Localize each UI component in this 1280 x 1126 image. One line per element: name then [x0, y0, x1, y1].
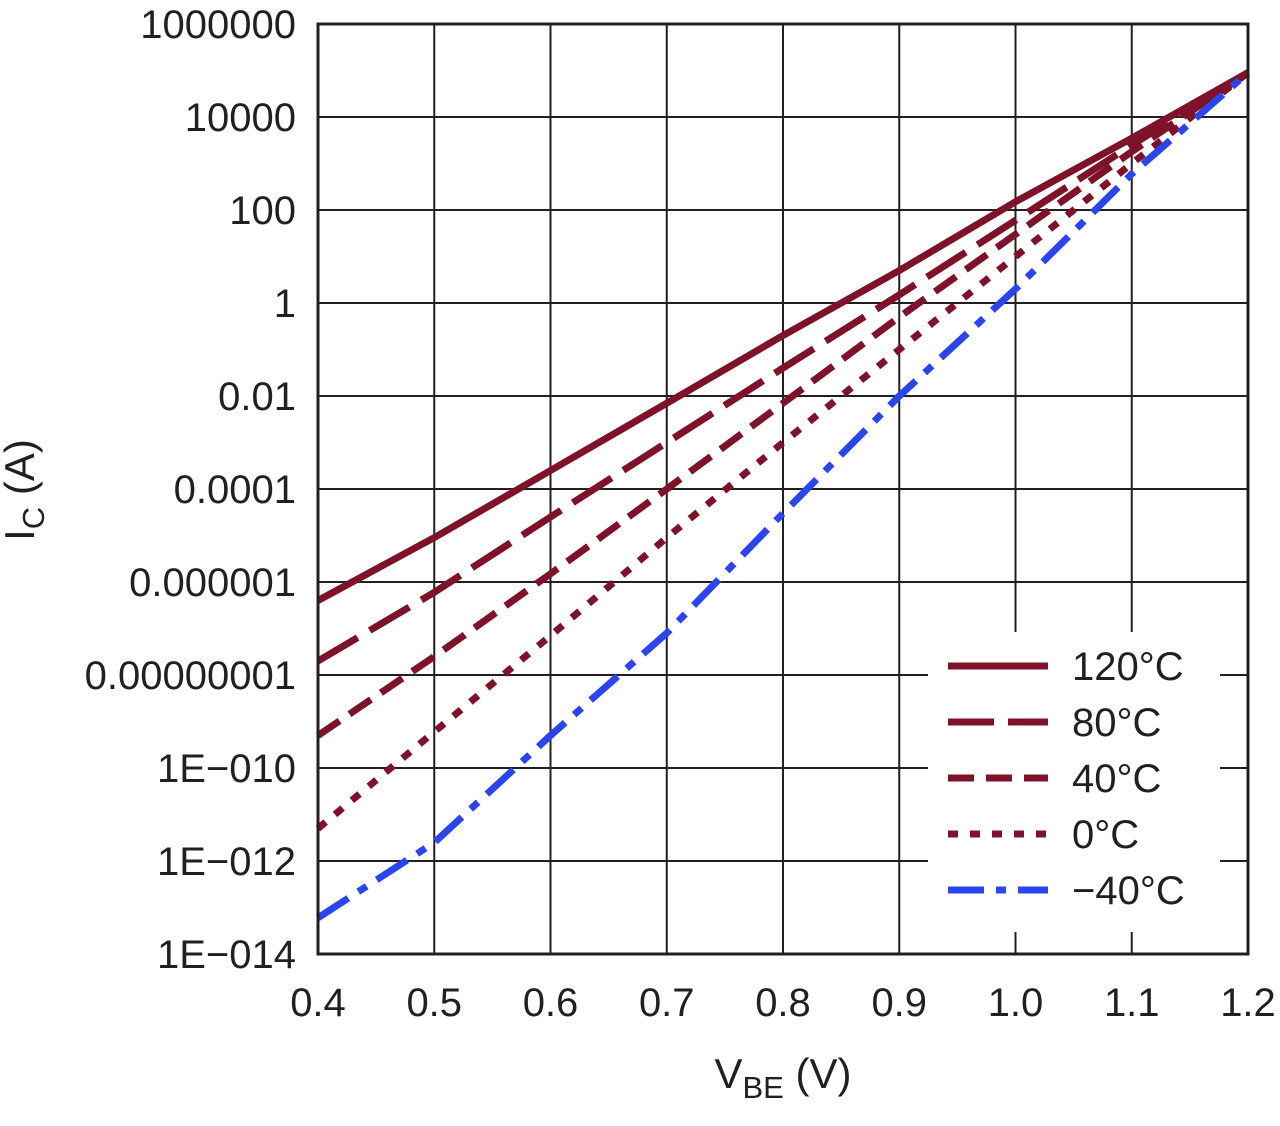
x-tick-label: 1.1: [1104, 981, 1160, 1025]
plot-frame: [316, 22, 1250, 956]
y-tick-label: 0.00000001: [85, 654, 296, 698]
y-axis-title-sub: C: [16, 507, 51, 529]
x-tick-label: 0.8: [755, 981, 811, 1025]
series-line-3: [315, 69, 1251, 832]
y-tick-label: 0.0001: [174, 468, 296, 512]
grid: [317, 23, 1249, 955]
y-tick-label: 0.01: [218, 375, 296, 419]
y-tick-label: 1E−014: [157, 933, 296, 977]
x-tick-label: 0.4: [290, 981, 346, 1025]
x-tick-label: 1.2: [1220, 981, 1276, 1025]
legend-label-3: 0°C: [1072, 813, 1139, 857]
y-axis-title-main: I: [0, 529, 43, 541]
x-tick-label: 0.5: [406, 981, 462, 1025]
y-tick-label: 0.000001: [129, 561, 296, 605]
x-tick-label: 0.9: [871, 981, 927, 1025]
legend-label-2: 40°C: [1072, 757, 1161, 801]
x-tick-label: 0.6: [523, 981, 579, 1025]
legend-label-4: −40°C: [1072, 869, 1185, 913]
x-tick-label: 1.0: [988, 981, 1044, 1025]
legend-label-1: 80°C: [1072, 701, 1161, 745]
legend-label-0: 120°C: [1072, 645, 1184, 689]
plot-series: [315, 69, 1251, 921]
x-tick-label: 0.7: [639, 981, 695, 1025]
legend: 120°C 80°C 40°C 0°C −40°C: [928, 632, 1220, 932]
y-tick-label: 100: [229, 189, 296, 233]
x-axis-title-unit: (V): [784, 1050, 852, 1097]
y-tick-label: 1E−010: [157, 747, 296, 791]
series-line-1: [316, 69, 1250, 665]
x-axis-title-sub: BE: [743, 1070, 784, 1105]
y-tick-label: 1: [274, 282, 296, 326]
y-axis-title: IC (A): [0, 439, 51, 541]
y-tick-label: 1000000: [140, 3, 296, 47]
x-tick-labels: 0.4 0.5 0.6 0.7 0.8 0.9 1.0 1.1 1.2: [290, 981, 1276, 1025]
x-axis-title-main: V: [714, 1050, 742, 1097]
y-tick-label: 1E−012: [157, 840, 296, 884]
series-line-0: [316, 69, 1250, 604]
y-tick-labels: 1000000 10000 100 1 0.01 0.0001 0.000001 0.0000…: [85, 3, 296, 977]
x-axis-title: VBE (V): [714, 1050, 851, 1105]
series-line-2: [316, 69, 1250, 739]
legend-box: [928, 632, 1220, 932]
y-tick-label: 10000: [185, 96, 296, 140]
y-axis-title-unit: (A): [0, 439, 43, 507]
series-line-4: [316, 69, 1251, 921]
